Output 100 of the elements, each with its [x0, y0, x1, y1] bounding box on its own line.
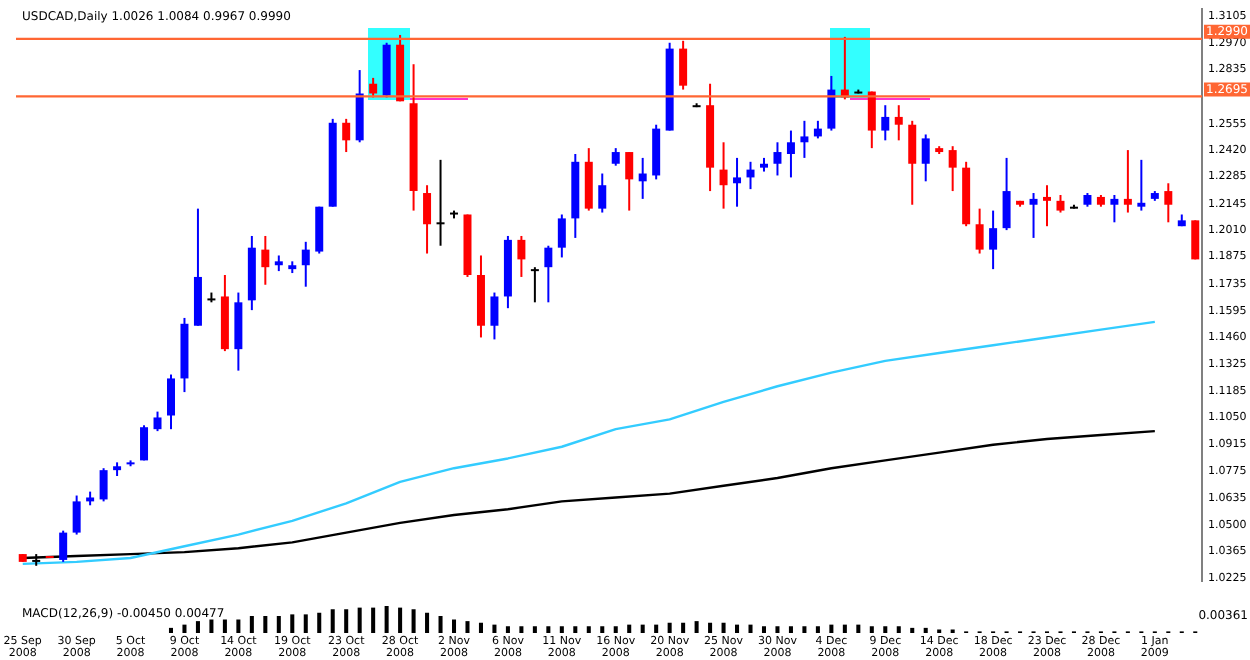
candlestick — [733, 156, 742, 208]
candlestick — [517, 234, 526, 278]
candlestick — [261, 234, 270, 286]
candlestick — [436, 158, 445, 247]
candlestick — [625, 151, 634, 212]
candlestick — [557, 213, 566, 259]
candlestick — [342, 117, 351, 154]
bar — [681, 622, 686, 633]
candlestick — [894, 104, 903, 142]
candlestick — [746, 160, 755, 191]
bar — [478, 622, 483, 633]
candlestick — [652, 123, 661, 181]
bar — [425, 612, 430, 633]
candlestick — [1029, 192, 1038, 239]
bar — [492, 624, 497, 633]
candlestick — [1002, 156, 1011, 232]
candlestick — [99, 467, 108, 503]
bar — [532, 626, 537, 633]
candlestick — [1164, 182, 1173, 224]
bar — [761, 626, 767, 633]
candlestick — [315, 205, 324, 255]
candlestick — [800, 119, 809, 159]
bar — [384, 606, 389, 633]
bar — [546, 626, 551, 633]
bar — [748, 624, 753, 633]
candlestick — [1043, 184, 1052, 228]
candlestick — [867, 90, 876, 150]
bar — [182, 624, 187, 633]
candlestick — [719, 141, 728, 210]
candlestick — [490, 291, 499, 341]
candlestick — [1191, 219, 1200, 261]
candlestick — [72, 494, 81, 536]
bar — [357, 607, 362, 633]
bar — [411, 609, 416, 633]
bar — [735, 624, 740, 633]
candlestick — [638, 156, 647, 200]
bar — [869, 626, 874, 633]
candlestick — [301, 240, 310, 288]
candlestick — [166, 373, 175, 431]
bar — [775, 626, 780, 633]
candlestick — [1110, 193, 1119, 224]
bar — [303, 614, 308, 633]
bar — [856, 624, 861, 633]
bar — [613, 626, 618, 633]
bar — [209, 619, 214, 633]
bar — [694, 621, 699, 633]
bar — [505, 626, 510, 633]
candlestick — [530, 266, 539, 304]
bar — [721, 622, 726, 633]
bar — [573, 626, 578, 633]
bar — [910, 627, 915, 633]
bar — [788, 626, 793, 633]
bar — [600, 626, 605, 633]
candlestick — [598, 172, 607, 214]
candlestick — [140, 424, 149, 462]
bar — [371, 607, 376, 633]
bar — [519, 626, 524, 633]
bar — [923, 627, 928, 633]
bar — [344, 609, 349, 633]
bar — [276, 615, 281, 633]
bar — [708, 622, 713, 633]
candlestick — [975, 207, 984, 255]
bar — [236, 619, 241, 633]
candlestick — [153, 410, 162, 433]
candlestick — [827, 74, 836, 132]
candlestick — [355, 69, 364, 144]
candlestick — [423, 184, 432, 255]
bar — [627, 624, 632, 633]
bar — [802, 626, 807, 633]
candlestick — [369, 76, 378, 99]
bar — [222, 619, 227, 633]
bar — [290, 614, 295, 633]
bar — [640, 624, 645, 633]
bar — [829, 624, 834, 633]
bar — [896, 626, 901, 633]
bar — [317, 612, 322, 633]
candlestick — [1137, 158, 1146, 212]
bar — [654, 624, 659, 633]
candlestick — [679, 39, 688, 91]
bar — [330, 609, 335, 633]
candlestick — [989, 209, 998, 271]
bar — [398, 607, 403, 633]
bar — [883, 626, 888, 633]
bar — [263, 615, 268, 633]
candlestick — [908, 119, 917, 206]
candlestick — [786, 129, 795, 179]
bar — [559, 626, 564, 633]
bar — [451, 619, 457, 633]
candlestick — [921, 133, 930, 183]
candlestick — [1123, 149, 1132, 214]
candlestick — [59, 529, 68, 563]
candlestick — [544, 244, 553, 304]
bar — [842, 624, 847, 633]
bar — [667, 622, 672, 633]
candlestick — [881, 104, 890, 142]
candlestick — [584, 147, 593, 212]
bar — [586, 626, 591, 633]
bar — [195, 621, 200, 633]
bar — [168, 627, 174, 633]
bar — [815, 626, 820, 633]
